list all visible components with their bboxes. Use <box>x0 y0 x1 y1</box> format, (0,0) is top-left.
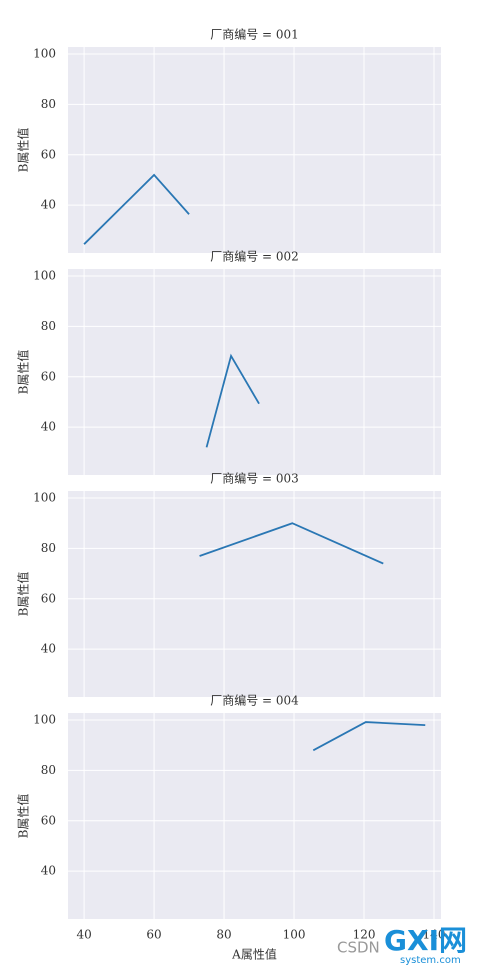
x-tick-label: 60 <box>146 928 161 942</box>
y-tick-label: 60 <box>41 369 56 383</box>
plot-area <box>68 491 441 697</box>
y-tick-label: 100 <box>33 491 56 505</box>
x-tick-label: 40 <box>76 928 91 942</box>
plot-area <box>68 269 441 475</box>
y-axis-label: B属性值 <box>16 350 31 395</box>
x-tick-label: 120 <box>353 928 376 942</box>
x-tick-label: 100 <box>283 928 306 942</box>
y-axis-label: B属性值 <box>16 794 31 839</box>
y-tick-label: 100 <box>33 269 56 283</box>
x-axis-label: A属性值 <box>231 947 277 962</box>
plot-area <box>68 713 441 919</box>
subplot-title: 厂商编号 = 003 <box>210 471 299 486</box>
line <box>199 522 384 565</box>
y-tick-label: 100 <box>33 713 56 727</box>
line <box>83 173 190 245</box>
y-tick-label: 40 <box>41 420 56 434</box>
watermark-site: system.com <box>400 955 461 966</box>
y-tick-label: 80 <box>41 97 56 111</box>
watermark: CSDN <box>337 939 380 957</box>
watermark-brand: GXI网 <box>384 924 467 957</box>
subplot-title: 厂商编号 = 002 <box>210 249 299 264</box>
line <box>205 353 260 448</box>
plot-area <box>68 47 441 253</box>
x-tick-label: 80 <box>216 928 231 942</box>
y-tick-label: 80 <box>41 763 56 777</box>
y-tick-label: 40 <box>41 642 56 656</box>
y-axis-label: B属性值 <box>16 572 31 617</box>
y-tick-label: 60 <box>41 147 56 161</box>
y-tick-label: 60 <box>41 813 56 827</box>
y-tick-label: 40 <box>41 198 56 212</box>
y-tick-label: 100 <box>33 47 56 61</box>
y-tick-label: 60 <box>41 591 56 605</box>
subplot-title: 厂商编号 = 004 <box>210 693 299 708</box>
y-tick-label: 40 <box>41 864 56 878</box>
y-tick-label: 80 <box>41 319 56 333</box>
y-axis-label: B属性值 <box>16 128 31 173</box>
subplot-title: 厂商编号 = 001 <box>210 27 299 42</box>
line <box>312 721 426 752</box>
y-tick-label: 80 <box>41 541 56 555</box>
x-tick-label: 140 <box>423 928 446 942</box>
